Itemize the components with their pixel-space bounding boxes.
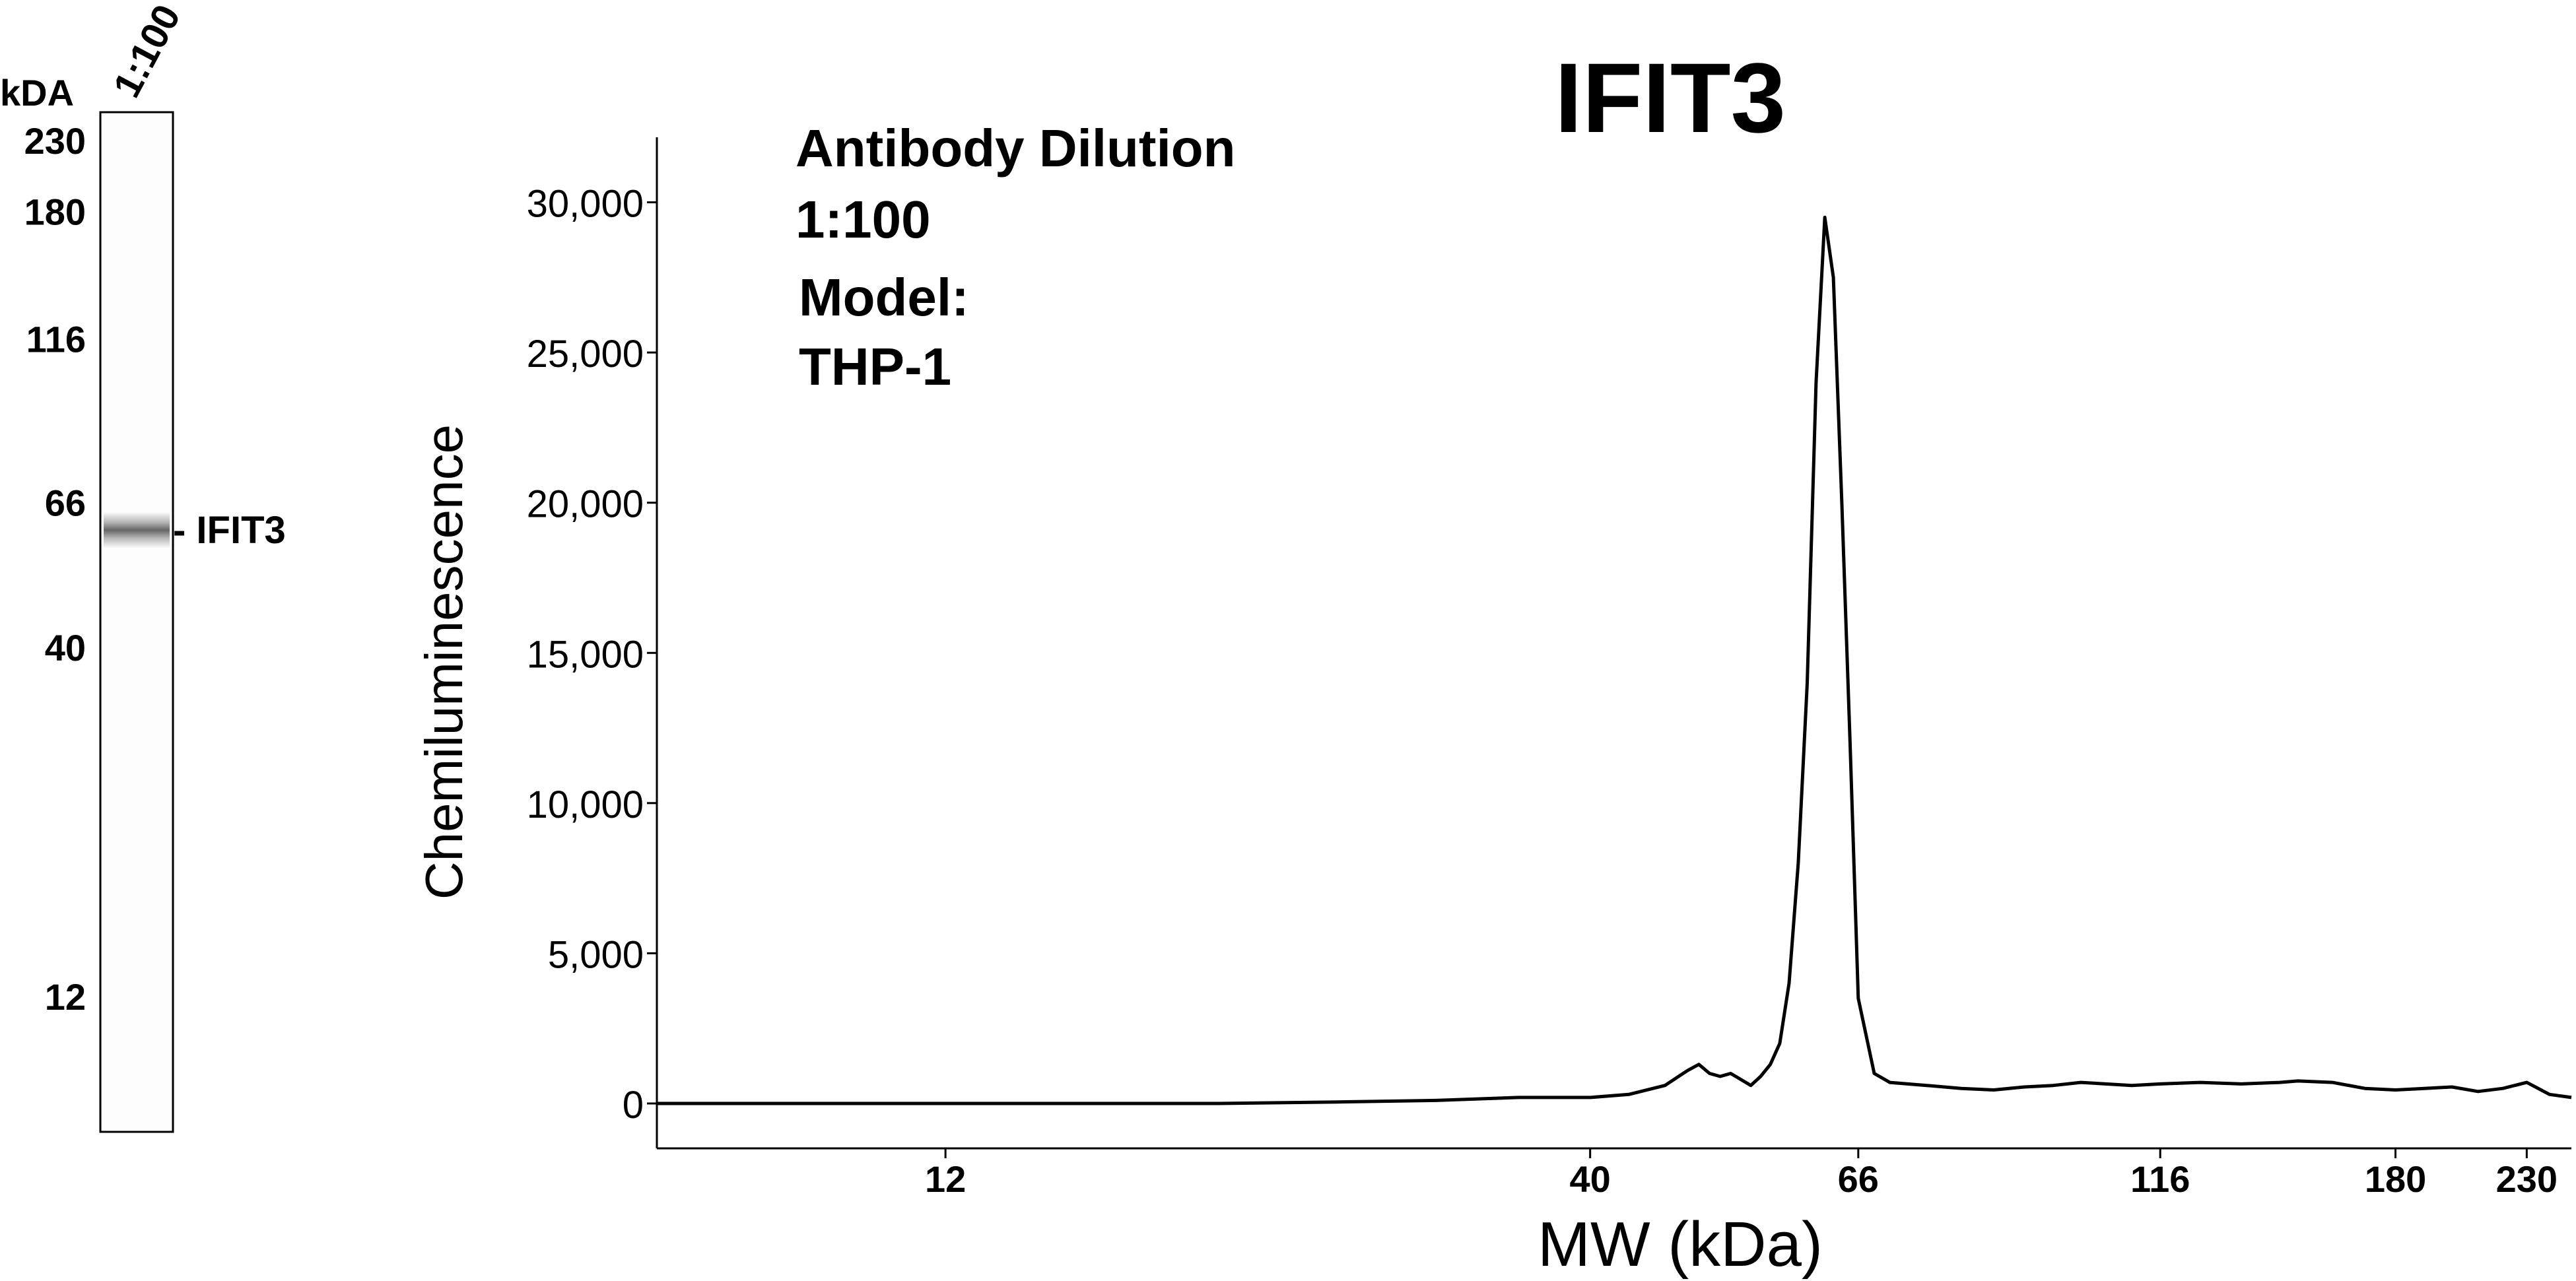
y-axis-ticks: 0 5,000 10,000 15,000 20,000 25,000 30,000 (527, 183, 657, 1127)
gel-band-label: - IFIT3 (173, 509, 286, 552)
x-tick-label: 12 (925, 1158, 966, 1200)
y-tick-label: 30,000 (527, 183, 644, 226)
gel-marker-labels: 230 180 116 66 40 12 (24, 120, 86, 1018)
chart: IFIT3 Antibody Dilution 1:100 Model: THP… (415, 42, 2572, 1280)
annotation-model-label: Model: (799, 268, 969, 327)
gel-marker-label: 180 (24, 191, 86, 233)
y-axis-label: Chemiluminescence (415, 424, 473, 900)
y-tick-label: 10,000 (527, 783, 644, 826)
y-tick-label: 5,000 (548, 933, 644, 976)
gel-panel: kDA 1:100 - IFIT3 230 180 116 66 40 12 (0, 0, 286, 1133)
x-tick-label: 180 (2365, 1158, 2426, 1200)
annotation-antibody-dilution: Antibody Dilution (796, 119, 1236, 178)
x-tick-label: 116 (2130, 1158, 2190, 1200)
gel-marker-label: 40 (45, 627, 86, 669)
y-tick-label: 15,000 (527, 633, 644, 676)
y-tick-label: 0 (623, 1084, 644, 1127)
y-tick-label: 25,000 (527, 333, 644, 376)
gel-lane (99, 111, 174, 1133)
x-tick-label: 40 (1570, 1158, 1611, 1200)
gel-lane-label: 1:100 (105, 0, 189, 104)
chemiluminescence-trace (657, 215, 2572, 1105)
gel-marker-label: 230 (24, 120, 86, 162)
gel-marker-label: 12 (45, 976, 86, 1018)
chart-title: IFIT3 (1555, 42, 1786, 153)
annotation-model-value: THP-1 (799, 337, 951, 396)
gel-marker-label: 66 (45, 482, 86, 523)
gel-unit-label: kDA (0, 72, 74, 114)
gel-band (104, 511, 170, 549)
gel-marker-label: 116 (26, 319, 86, 360)
x-tick-label: 230 (2496, 1158, 2558, 1200)
x-tick-label: 66 (1838, 1158, 1879, 1200)
y-tick-label: 20,000 (527, 483, 644, 526)
annotation-dilution-value: 1:100 (796, 190, 931, 249)
x-axis-ticks: 12 40 66 116 180 230 (925, 1148, 2558, 1200)
x-axis-label: MW (kDa) (1538, 1209, 1823, 1280)
